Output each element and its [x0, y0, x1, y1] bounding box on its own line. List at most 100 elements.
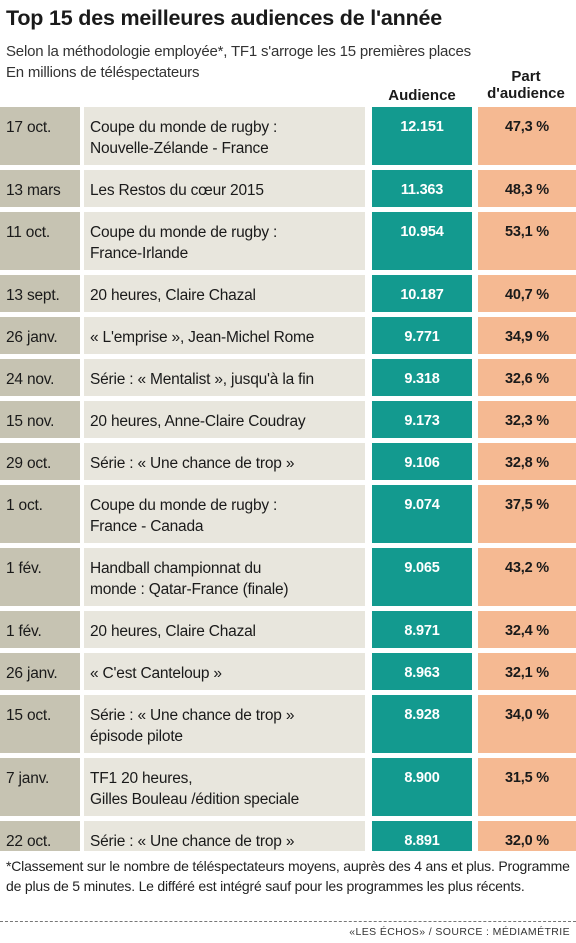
- programme-line: TF1 20 heures,: [90, 770, 193, 787]
- row-audience: 9.771: [404, 329, 440, 345]
- programme-line: 20 heures, Claire Chazal: [90, 623, 256, 640]
- programme-line: Coupe du monde de rugby :: [90, 497, 278, 514]
- row-part: 32,3 %: [505, 413, 549, 429]
- row-audience: 8.971: [404, 623, 440, 639]
- programme-line: Les Restos du cœur 2015: [90, 182, 264, 199]
- row-part: 34,0 %: [505, 707, 549, 723]
- row-programme: 20 heures, Claire Chazal: [90, 621, 256, 642]
- table-row: 11 oct. Coupe du monde de rugby : France-I…: [0, 212, 576, 270]
- row-part: 47,3 %: [505, 119, 549, 135]
- row-separator: [0, 606, 576, 611]
- programme-line: Gilles Bouleau /édition speciale: [90, 791, 300, 808]
- row-separator: [0, 396, 576, 401]
- row-audience: 9.106: [404, 455, 440, 471]
- table-row: 26 janv. « L'emprise », Jean-Michel Rome 9…: [0, 317, 576, 354]
- row-separator: [0, 354, 576, 359]
- row-audience: 10.954: [400, 224, 444, 240]
- row-date: 1 oct.: [6, 497, 43, 514]
- row-audience: 9.173: [404, 413, 440, 429]
- row-programme: « C'est Canteloup »: [90, 663, 222, 684]
- row-programme: Série : « Une chance de trop »: [90, 453, 294, 474]
- row-date: 7 janv.: [6, 770, 50, 787]
- row-audience: 8.900: [404, 770, 440, 786]
- audience-column: [372, 107, 472, 851]
- row-part: 43,2 %: [505, 560, 549, 576]
- table-row: 17 oct. Coupe du monde de rugby : Nouvelle…: [0, 107, 576, 165]
- programme-line: épisode pilote: [90, 728, 183, 745]
- row-part: 32,6 %: [505, 371, 549, 387]
- table-row: 1 fév. 20 heures, Claire Chazal 8.971 32,4 …: [0, 611, 576, 648]
- table-row: 13 mars Les Restos du cœur 2015 11.363 48,3…: [0, 170, 576, 207]
- row-separator: [0, 270, 576, 275]
- table-row: 1 fév. Handball championnat du monde : Qat…: [0, 548, 576, 606]
- row-audience: 8.928: [404, 707, 440, 723]
- row-audience: 9.065: [404, 560, 440, 576]
- row-programme: Série : « Une chance de trop » épisode pi…: [90, 705, 294, 747]
- row-separator: [0, 816, 576, 821]
- row-part: 32,1 %: [505, 665, 549, 681]
- row-programme: Série : « Une chance de trop »: [90, 831, 294, 852]
- row-date: 13 sept.: [6, 287, 60, 304]
- table-row: 24 nov. Série : « Mentalist », jusqu'à la…: [0, 359, 576, 396]
- row-part: 48,3 %: [505, 182, 549, 198]
- table-row: 29 oct. Série : « Une chance de trop » 9.1…: [0, 443, 576, 480]
- source-credit: «LES ÉCHOS» / SOURCE : MÉDIAMÉTRIE: [349, 926, 570, 938]
- chart-subtitle: Selon la méthodologie employée*, TF1 s'a…: [6, 43, 471, 60]
- programme-line: Série : « Une chance de trop »: [90, 707, 295, 724]
- programme-line: « C'est Canteloup »: [90, 665, 222, 682]
- row-date: 15 oct.: [6, 707, 52, 724]
- row-separator: [0, 312, 576, 317]
- row-date: 24 nov.: [6, 371, 55, 388]
- table-body: 17 oct. Coupe du monde de rugby : Nouvelle…: [0, 107, 576, 851]
- row-separator: [0, 207, 576, 212]
- row-programme: 20 heures, Claire Chazal: [90, 285, 256, 306]
- programme-line: monde : Qatar-France (finale): [90, 581, 289, 598]
- row-audience: 9.318: [404, 371, 440, 387]
- part-column: [478, 107, 576, 851]
- table-row: 13 sept. 20 heures, Claire Chazal 10.187 40…: [0, 275, 576, 312]
- row-programme: Handball championnat du monde : Qatar-Fra…: [90, 558, 289, 600]
- row-programme: Coupe du monde de rugby : Nouvelle-Zéland…: [90, 117, 277, 159]
- row-audience: 8.891: [404, 833, 440, 849]
- row-programme: TF1 20 heures, Gilles Bouleau /édition sp…: [90, 768, 299, 810]
- row-separator: [0, 690, 576, 695]
- row-part: 31,5 %: [505, 770, 549, 786]
- programme-line: Coupe du monde de rugby :: [90, 119, 278, 136]
- row-date: 1 fév.: [6, 560, 42, 577]
- row-separator: [0, 648, 576, 653]
- row-date: 26 janv.: [6, 665, 58, 682]
- programme-line: 20 heures, Anne-Claire Coudray: [90, 413, 306, 430]
- row-part: 34,9 %: [505, 329, 549, 345]
- programme-line: Coupe du monde de rugby :: [90, 224, 278, 241]
- table-row: 7 janv. TF1 20 heures, Gilles Bouleau /édi…: [0, 758, 576, 816]
- table-row: 1 oct. Coupe du monde de rugby : France - …: [0, 485, 576, 543]
- programme-line: France-Irlande: [90, 245, 188, 262]
- programme-line: France - Canada: [90, 518, 204, 535]
- row-audience: 11.363: [400, 182, 444, 198]
- programme-column: [84, 107, 365, 851]
- row-audience: 10.187: [400, 287, 444, 303]
- unit-note: En millions de téléspectateurs: [6, 64, 200, 81]
- programme-line: « L'emprise », Jean-Michel Rome: [90, 329, 315, 346]
- part-column-header: Part d'audience: [487, 68, 565, 102]
- row-audience: 8.963: [404, 665, 440, 681]
- row-programme: 20 heures, Anne-Claire Coudray: [90, 411, 306, 432]
- chart-title: Top 15 des meilleures audiences de l'ann…: [6, 6, 443, 30]
- row-separator: [0, 165, 576, 170]
- row-part: 53,1 %: [505, 224, 549, 240]
- row-date: 11 oct.: [6, 224, 50, 241]
- date-column: [0, 107, 80, 851]
- row-separator: [0, 480, 576, 485]
- row-date: 15 nov.: [6, 413, 55, 430]
- row-separator: [0, 543, 576, 548]
- row-programme: « L'emprise », Jean-Michel Rome: [90, 327, 314, 348]
- programme-line: Série : « Mentalist », jusqu'à la fin: [90, 371, 314, 388]
- row-date: 1 fév.: [6, 623, 42, 640]
- row-date: 17 oct.: [6, 119, 52, 136]
- row-audience: 9.074: [404, 497, 440, 513]
- row-programme: Les Restos du cœur 2015: [90, 180, 264, 201]
- row-separator: [0, 753, 576, 758]
- row-part: 32,0 %: [505, 833, 549, 849]
- row-programme: Série : « Mentalist », jusqu'à la fin: [90, 369, 314, 390]
- programme-line: 20 heures, Claire Chazal: [90, 287, 256, 304]
